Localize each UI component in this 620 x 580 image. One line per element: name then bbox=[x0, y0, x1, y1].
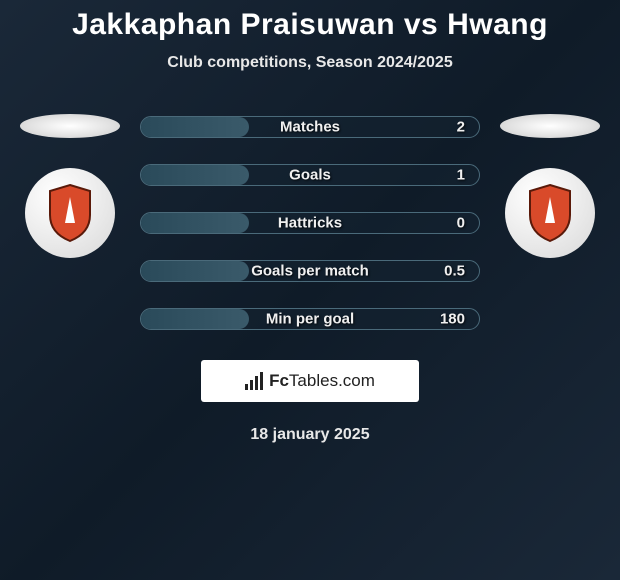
stat-value: 1 bbox=[457, 167, 465, 184]
stat-value: 0 bbox=[457, 215, 465, 232]
shield-icon bbox=[525, 183, 575, 243]
club-right-badge bbox=[505, 168, 595, 258]
player-right-placeholder bbox=[500, 114, 600, 138]
stat-bar: Goals 1 bbox=[140, 164, 480, 186]
stat-fill bbox=[141, 165, 249, 185]
stats-column: Matches 2 Goals 1 Hattricks 0 Goals per match 0… bbox=[140, 112, 480, 330]
page-title: Jakkaphan Praisuwan vs Hwang bbox=[0, 8, 620, 42]
club-left-badge bbox=[25, 168, 115, 258]
player-right-col bbox=[500, 112, 600, 258]
player-left-placeholder bbox=[20, 114, 120, 138]
stat-label: Hattricks bbox=[278, 215, 342, 232]
stat-bar: Matches 2 bbox=[140, 116, 480, 138]
subtitle: Club competitions, Season 2024/2025 bbox=[0, 54, 620, 72]
stat-fill bbox=[141, 117, 249, 137]
chart-icon bbox=[245, 372, 263, 390]
stat-value: 0.5 bbox=[444, 263, 465, 280]
stat-bar: Min per goal 180 bbox=[140, 308, 480, 330]
stat-label: Goals bbox=[289, 167, 331, 184]
stat-value: 180 bbox=[440, 311, 465, 328]
stat-bar: Hattricks 0 bbox=[140, 212, 480, 234]
stat-label: Matches bbox=[280, 119, 340, 136]
stat-fill bbox=[141, 213, 249, 233]
stat-fill bbox=[141, 261, 249, 281]
comparison-row: Matches 2 Goals 1 Hattricks 0 Goals per match 0… bbox=[0, 112, 620, 330]
stat-fill bbox=[141, 309, 249, 329]
brand-text: FcTables.com bbox=[269, 371, 375, 391]
brand-logo: FcTables.com bbox=[201, 360, 419, 402]
stat-label: Goals per match bbox=[251, 263, 369, 280]
stat-label: Min per goal bbox=[266, 311, 354, 328]
stat-value: 2 bbox=[457, 119, 465, 136]
stat-bar: Goals per match 0.5 bbox=[140, 260, 480, 282]
footer-date: 18 january 2025 bbox=[0, 426, 620, 444]
player-left-col bbox=[20, 112, 120, 258]
shield-icon bbox=[45, 183, 95, 243]
